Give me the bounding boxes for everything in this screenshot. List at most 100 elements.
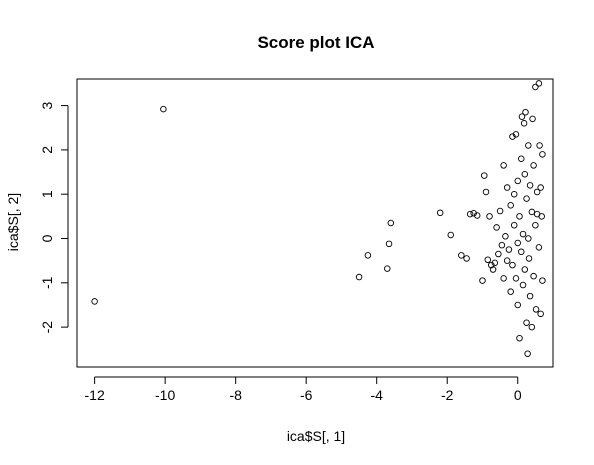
data-point <box>535 244 543 251</box>
data-point <box>533 188 541 196</box>
x-tick-label: -6 <box>300 387 313 403</box>
x-axis-label: ica$S[, 1] <box>287 428 345 444</box>
data-point <box>500 162 507 169</box>
data-point <box>463 255 470 262</box>
data-point <box>355 273 363 281</box>
data-point <box>530 162 537 169</box>
data-point <box>539 151 546 158</box>
data-point <box>466 210 474 218</box>
data-point <box>482 188 490 196</box>
data-point <box>530 272 537 280</box>
data-point <box>525 142 532 149</box>
data-point <box>537 310 544 318</box>
data-point <box>384 265 391 272</box>
data-point <box>521 171 529 178</box>
data-point <box>521 266 529 273</box>
y-tick-label: 1 <box>39 190 55 198</box>
data-point <box>91 298 98 305</box>
data-point <box>538 213 545 220</box>
data-point <box>507 288 514 295</box>
data-point <box>520 120 528 127</box>
y-tick-label: 0 <box>39 234 55 242</box>
data-point <box>512 131 520 138</box>
data-point <box>524 350 531 357</box>
x-tick-label: -4 <box>370 387 383 403</box>
data-point <box>493 224 500 231</box>
data-point <box>488 261 495 269</box>
x-tick-label: -12 <box>85 387 105 403</box>
data-point <box>514 177 521 185</box>
data-point <box>536 142 543 149</box>
y-axis: -2 -1 0 1 2 3 <box>39 101 69 334</box>
data-point <box>479 277 486 284</box>
data-point <box>458 252 465 259</box>
data-point <box>496 207 504 215</box>
data-point <box>512 275 520 282</box>
data-point <box>528 323 536 331</box>
data-point <box>519 281 527 289</box>
data-point <box>518 113 526 120</box>
data-point <box>385 240 393 248</box>
data-point <box>510 221 518 229</box>
data-point <box>364 252 372 259</box>
data-point <box>539 277 546 284</box>
plot-frame <box>76 78 554 368</box>
data-point <box>523 195 530 202</box>
data-point <box>160 105 167 113</box>
chart-title: Score plot ICA <box>257 33 374 52</box>
data-point <box>532 306 540 313</box>
data-point <box>532 83 539 91</box>
data-point <box>510 190 518 198</box>
data-point <box>532 221 539 229</box>
data-point <box>518 248 525 256</box>
data-point <box>500 275 507 282</box>
data-point <box>526 292 534 300</box>
points <box>91 80 546 357</box>
y-tick-label: 3 <box>39 101 55 109</box>
y-tick-label: 2 <box>39 146 55 154</box>
data-point <box>473 212 481 219</box>
data-point <box>447 231 454 239</box>
data-point <box>525 255 533 262</box>
data-point <box>387 219 395 227</box>
data-point <box>486 213 493 220</box>
data-point <box>516 213 523 220</box>
y-tick-label: -1 <box>39 276 55 289</box>
x-tick-label: 0 <box>514 387 522 403</box>
data-point <box>514 301 521 309</box>
y-axis-label: ica$S[, 2] <box>5 193 21 251</box>
x-tick-label: -8 <box>229 387 242 403</box>
y-tick-label: -2 <box>39 321 55 334</box>
data-point <box>519 230 527 238</box>
data-point <box>491 259 499 267</box>
data-point <box>518 155 525 163</box>
data-point <box>523 319 530 326</box>
data-point <box>507 202 514 209</box>
data-point <box>535 80 543 87</box>
data-point <box>498 241 506 249</box>
data-point <box>503 257 511 264</box>
data-point <box>489 266 497 273</box>
x-tick-label: -2 <box>441 387 454 403</box>
data-point <box>509 261 516 269</box>
data-point <box>484 256 492 264</box>
data-point <box>495 250 502 258</box>
data-point <box>522 108 529 116</box>
data-point <box>528 208 536 216</box>
x-axis: -12 -10 -8 -6 -4 -2 0 <box>85 376 522 403</box>
data-point <box>514 239 521 247</box>
data-point <box>503 184 511 191</box>
data-point <box>526 182 534 189</box>
data-point <box>529 115 536 123</box>
data-point <box>537 184 544 191</box>
data-point <box>470 210 477 217</box>
plot-border <box>76 78 554 368</box>
data-point <box>525 235 532 242</box>
data-point <box>502 233 509 240</box>
data-point <box>436 209 444 217</box>
data-point <box>505 246 513 253</box>
data-point <box>480 172 488 179</box>
data-point <box>509 133 516 140</box>
x-tick-label: -10 <box>155 387 175 403</box>
